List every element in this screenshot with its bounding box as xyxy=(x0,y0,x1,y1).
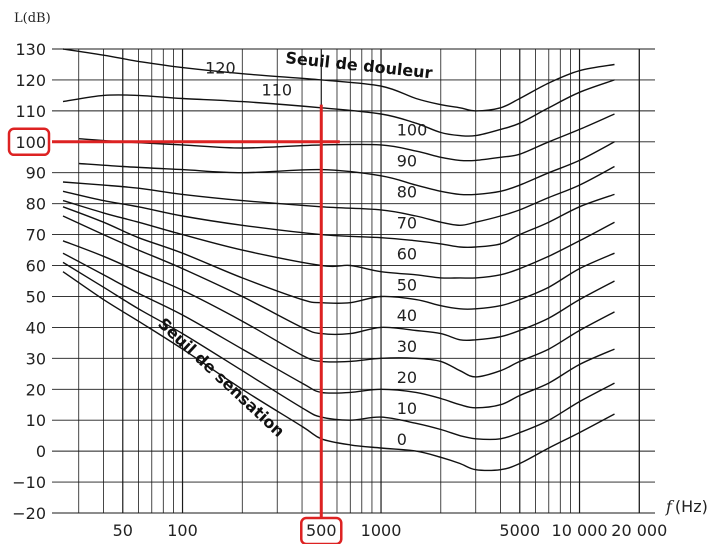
vertical-grid xyxy=(78,49,640,513)
isophone-curves xyxy=(62,48,615,472)
curve-label: 70 xyxy=(397,213,417,232)
curve-50-phon xyxy=(62,206,615,310)
curve-0-phon xyxy=(62,271,615,472)
x-axis-label: f (Hz) xyxy=(665,497,708,516)
y-tick-label: 10 xyxy=(26,411,46,430)
y-axis-label: L(dB) xyxy=(14,11,51,26)
highlight-x-box xyxy=(300,516,343,544)
x-tick-label: 50 xyxy=(113,521,133,540)
curve-label: 30 xyxy=(397,337,417,356)
curve-label: 60 xyxy=(397,244,417,263)
curve-label: 120 xyxy=(205,59,236,78)
curve-label: 40 xyxy=(397,306,417,325)
curve-30-phon xyxy=(62,240,615,378)
curve-110-phon xyxy=(62,79,615,137)
y-tick-label: 130 xyxy=(15,40,46,59)
y-tick-label: 60 xyxy=(26,257,46,276)
curve-40-phon xyxy=(62,215,615,342)
curve-10-phon xyxy=(62,261,615,441)
y-tick-label: 40 xyxy=(26,318,46,337)
curve-label: 90 xyxy=(397,152,417,171)
curve-120-phon xyxy=(62,48,615,112)
y-tick-label: 90 xyxy=(26,164,46,183)
curve-60-phon xyxy=(62,199,615,279)
curve-label: 50 xyxy=(397,275,417,294)
curve-label: 10 xyxy=(397,399,417,418)
y-tick-label: 70 xyxy=(26,226,46,245)
pain-threshold-label: Seuil de douleur xyxy=(285,48,434,82)
curve-80-phon xyxy=(62,165,615,227)
x-tick-label: 10 000 xyxy=(552,521,608,540)
y-tick-label: 120 xyxy=(15,71,46,90)
x-tick-label: 20 000 xyxy=(611,521,667,540)
curve-label: 80 xyxy=(397,182,417,201)
x-tick-label: 1000 xyxy=(361,521,402,540)
highlight-y-box xyxy=(7,127,51,157)
x-tick-label: 5000 xyxy=(499,521,540,540)
curve-label: 20 xyxy=(397,368,417,387)
y-tick-label: 100 xyxy=(15,133,46,152)
y-tick-label: 80 xyxy=(26,195,46,214)
curve-90-phon xyxy=(78,141,615,196)
reading-highlight xyxy=(7,104,343,544)
y-tick-label: 110 xyxy=(15,102,46,121)
x-tick-label: 500 xyxy=(306,521,337,540)
curve-100-phon xyxy=(78,113,615,162)
curve-70-phon xyxy=(62,190,615,249)
curve-20-phon xyxy=(62,252,615,409)
x-tick-label: 100 xyxy=(167,521,198,540)
y-tick-label: 20 xyxy=(26,380,46,399)
y-tick-label: 30 xyxy=(26,349,46,368)
curve-label: 0 xyxy=(397,430,407,449)
curve-label: 100 xyxy=(397,121,428,140)
y-tick-label: −10 xyxy=(12,473,46,492)
hearing-threshold-label: Seuil de sensation xyxy=(154,314,288,441)
x-tick-labels: 50 100 500 1000 5000 10 000 20 000 xyxy=(113,521,668,540)
horizontal-grid xyxy=(52,48,655,514)
y-tick-label: −20 xyxy=(12,504,46,523)
y-tick-label: 0 xyxy=(36,442,46,461)
y-tick-label: 50 xyxy=(26,287,46,306)
curve-label: 110 xyxy=(262,80,293,99)
